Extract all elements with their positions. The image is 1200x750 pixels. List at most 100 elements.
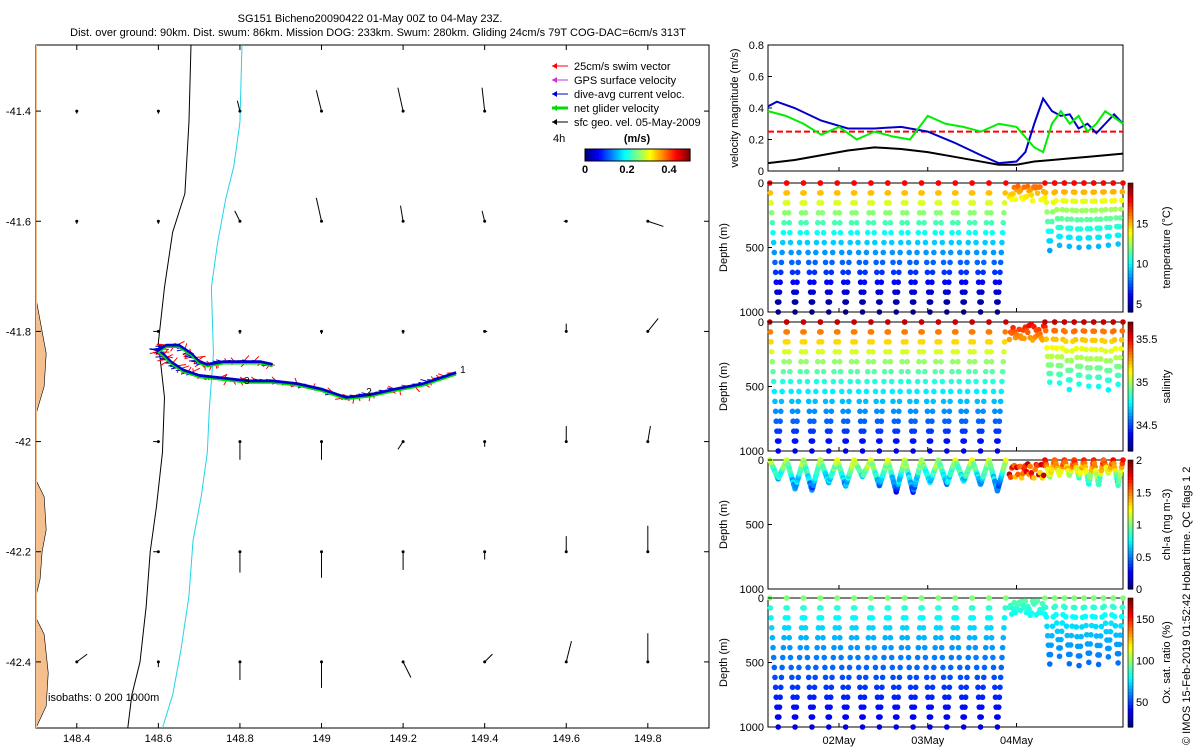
depth-sample-point: [1076, 662, 1082, 669]
depth-sample-point: [818, 200, 825, 206]
depth-sample-point: [890, 408, 897, 415]
colorbar-swatch: [656, 149, 660, 161]
depth-sample-point: [1056, 653, 1063, 660]
depth-sample-point: [803, 229, 810, 236]
depth-sample-point: [818, 190, 824, 196]
depth-sample-point: [997, 269, 1003, 276]
depth-sample-point: [1032, 466, 1038, 473]
depth-colorbar-swatch: [1128, 383, 1133, 388]
depth-sample-point: [789, 674, 795, 681]
depth-sample-point: [1102, 620, 1109, 627]
depth-sample-point: [1072, 336, 1079, 343]
depth-sample-point: [826, 714, 833, 720]
depth-sample-point: [1042, 180, 1048, 186]
depth-sample-point: [872, 239, 878, 246]
depth-sample-point: [992, 694, 999, 701]
depth-sample-point: [996, 279, 1003, 286]
geo-velocity-arrow-head: [483, 219, 487, 223]
depth-sample-point: [945, 418, 952, 425]
depth-sample-point: [831, 219, 838, 226]
depth-sample-point: [818, 339, 825, 345]
depth-sample-point: [814, 644, 820, 651]
depth-sample-point: [862, 408, 868, 415]
depth-sample-point: [1093, 207, 1099, 213]
depth-sample-point: [805, 249, 811, 256]
colorbar-swatch: [597, 149, 600, 161]
depth-sample-point: [795, 259, 802, 266]
depth-sample-point: [955, 219, 961, 226]
depth-sample-point: [1105, 242, 1112, 248]
depth-sample-point: [1093, 346, 1099, 353]
depth-sample-point: [825, 309, 832, 315]
depth-colorbar-swatch: [1128, 685, 1133, 689]
depth-sample-point: [1024, 329, 1031, 336]
depth-sample-point: [777, 279, 783, 286]
depth-sample-point: [1078, 633, 1084, 640]
depth-sample-point: [780, 368, 787, 375]
depth-sample-point: [1064, 357, 1071, 364]
depth-sample-point: [992, 269, 998, 276]
depth-sample-point: [997, 398, 1004, 405]
depth-colorbar-swatch: [1128, 537, 1133, 542]
depth-sample-point: [796, 664, 802, 671]
depth-colorbar-swatch: [1128, 691, 1133, 696]
depth-sample-point: [885, 605, 892, 611]
depth-sample-point: [788, 664, 794, 671]
depth-sample-point: [1083, 216, 1090, 223]
depth-sample-point: [839, 259, 846, 266]
depth-colorbar-swatch: [1128, 672, 1133, 676]
depth-sample-point: [905, 654, 912, 661]
depth-sample-point: [972, 644, 979, 651]
depth-sample-point: [877, 438, 883, 444]
depth-sample-point: [886, 615, 892, 621]
depth-sample-point: [817, 595, 824, 601]
depth-colorbar-swatch: [1128, 482, 1133, 487]
depth-sample-point: [1069, 623, 1075, 629]
depth-sample-point: [1028, 610, 1035, 616]
depth-sample-point: [907, 674, 913, 681]
depth-sample-point: [809, 714, 816, 720]
depth-sample-point: [938, 219, 944, 226]
depth-sample-point: [1113, 354, 1119, 361]
depth-colorbar-swatch: [1128, 360, 1133, 365]
depth-sample-point: [844, 694, 851, 701]
depth-sample-point: [992, 279, 999, 286]
depth-sample-point: [829, 249, 836, 256]
depth-colorbar-swatch: [1128, 270, 1133, 274]
depth-sample-point: [896, 684, 902, 691]
depth-sample-point: [947, 249, 954, 256]
depth-sample-point: [1096, 234, 1103, 241]
depth-sample-point: [804, 239, 811, 246]
depth-colorbar-swatch: [1128, 431, 1133, 436]
depth-sample-point: [1066, 243, 1073, 250]
depth-sample-point: [1066, 386, 1073, 393]
depth-sample-point: [838, 239, 844, 246]
depth-colorbar-swatch: [1128, 472, 1133, 477]
depth-sample-point: [887, 219, 894, 226]
depth-sample-point: [885, 190, 892, 196]
depth-sample-point: [927, 309, 933, 315]
depth-sample-point: [949, 634, 956, 641]
depth-sample-point: [1102, 348, 1109, 354]
depth-sample-point: [839, 674, 846, 681]
depth-sample-point: [877, 299, 883, 305]
depth-sample-point: [999, 378, 1005, 385]
geo-velocity-arrow: [647, 318, 659, 332]
depth-sample-point: [998, 249, 1005, 256]
depth-sample-point: [857, 408, 863, 415]
depth-sample-point: [797, 644, 804, 651]
depth-sample-point: [835, 339, 842, 345]
depth-sample-point: [785, 200, 791, 206]
depth-sample-point: [956, 239, 962, 246]
depth-sample-point: [861, 704, 867, 710]
depth-sample-point: [957, 249, 963, 256]
depth-sample-point: [1068, 216, 1075, 222]
depth-sample-point: [885, 319, 891, 325]
depth-sample-point: [813, 239, 820, 246]
depth-sample-point: [873, 269, 880, 276]
depth-sample-point: [832, 348, 839, 355]
depth-sample-point: [1081, 319, 1087, 325]
depth-sample-point: [798, 624, 805, 631]
depth-sample-point: [776, 289, 783, 295]
